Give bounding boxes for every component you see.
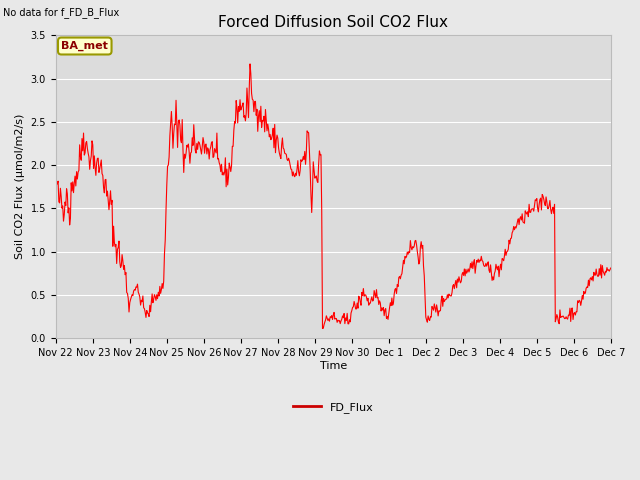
Text: No data for f_FD_B_Flux: No data for f_FD_B_Flux xyxy=(3,7,120,18)
Text: BA_met: BA_met xyxy=(61,41,108,51)
Legend: FD_Flux: FD_Flux xyxy=(289,398,378,418)
Y-axis label: Soil CO2 Flux (μmol/m2/s): Soil CO2 Flux (μmol/m2/s) xyxy=(15,114,25,260)
Title: Forced Diffusion Soil CO2 Flux: Forced Diffusion Soil CO2 Flux xyxy=(218,15,448,30)
X-axis label: Time: Time xyxy=(319,361,347,371)
